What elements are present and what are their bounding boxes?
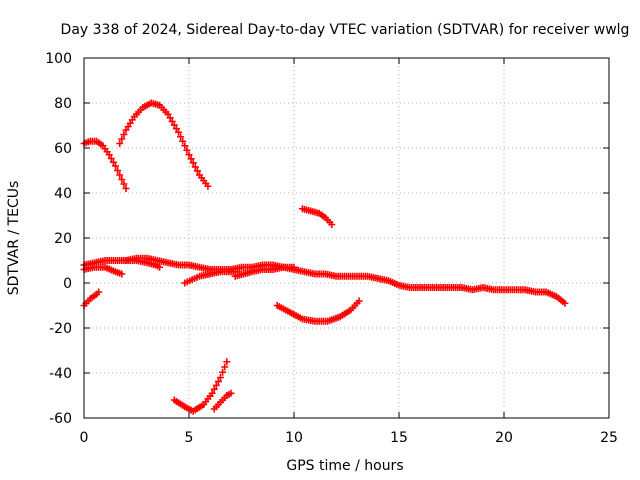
data-point [223,358,231,366]
data-point [290,263,298,271]
data-point [122,185,130,192]
data-point [191,163,199,171]
y-tick-label: 40 [54,186,72,202]
series-track-l [210,389,235,413]
y-tick-label: 100 [45,51,72,67]
data-point [179,137,187,145]
data-point [208,389,216,397]
data-point [214,377,222,385]
data-point [183,146,191,154]
data-point [120,131,128,138]
data-point [112,162,119,170]
data-point [181,142,189,150]
y-tick-label: 80 [54,96,72,112]
y-tick-label: -40 [49,366,72,382]
y-tick-label: 20 [54,231,72,247]
data-point [355,297,363,305]
data-point [116,171,124,179]
series-track-f [181,268,241,287]
series-track-i [273,297,363,325]
data-point [116,140,124,147]
data-point [177,133,185,141]
data-point [156,263,164,271]
data-point [219,368,227,376]
data-point [120,180,128,188]
y-tick-label: -60 [49,411,72,427]
data-point [227,389,235,397]
chart-title: Day 338 of 2024, Sidereal Day-to-day VTE… [61,22,630,38]
series-track-e [122,257,164,271]
data-point [166,114,174,122]
data-point [561,299,569,307]
data-point [328,221,336,228]
x-tick-label: 5 [185,430,194,446]
x-tick-label: 20 [495,430,513,446]
data-point [193,167,201,175]
data-point [114,167,122,174]
data-point [170,121,178,129]
x-tick-label: 0 [80,430,89,446]
data-point [107,155,115,162]
x-tick-label: 25 [600,430,618,446]
data-point [204,182,212,190]
data-point [118,270,126,278]
data-point [109,158,117,166]
data-point [164,110,172,118]
series-track-b [116,99,212,190]
data-point [95,288,103,296]
y-axis-title: SDTVAR / TECUs [6,181,22,296]
series-track-j [298,205,336,228]
data-point [217,374,224,381]
grid-lines [84,58,609,418]
x-axis-title: GPS time / hours [286,458,403,474]
data-point [172,125,180,133]
series-track-a [80,137,130,192]
data-point [175,128,182,136]
y-tick-label: -20 [49,321,72,337]
data-point [212,381,220,389]
series-track-g [231,263,298,280]
data-point [189,159,197,167]
x-tick-label: 10 [285,430,303,446]
data-point [221,363,229,371]
data-point [118,135,126,143]
data-point [168,117,176,125]
x-tick-label: 15 [390,430,408,446]
data-series [80,99,569,415]
y-tick-label: 0 [63,276,72,292]
data-point [105,151,113,159]
y-tick-label: 60 [54,141,72,157]
data-point [185,151,193,159]
axis-ticks: 0 5 10 15 20 25 -60 -40 -20 0 20 40 60 80 100 [45,51,618,446]
data-point [210,385,218,393]
series-track-k [170,358,231,415]
data-point [187,155,195,163]
data-point [118,176,126,183]
series-track-d [80,263,126,278]
